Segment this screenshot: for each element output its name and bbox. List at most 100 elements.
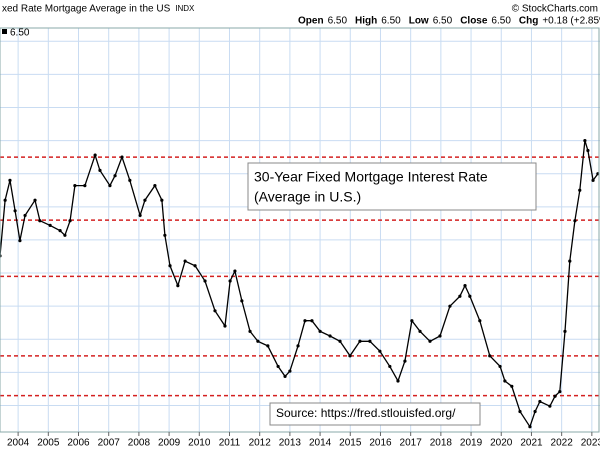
data-point [438,334,442,338]
data-point [573,219,577,223]
x-tick-label: 2021 [520,438,543,449]
data-point [18,238,22,243]
data-point [586,148,590,153]
data-point [48,223,52,227]
data-point [283,374,287,378]
x-tick-label: 2009 [158,438,181,449]
plot-frame [0,27,600,433]
data-point [108,184,112,188]
data-point [58,229,62,233]
data-point [428,339,432,343]
data-point [73,184,77,188]
x-tick-label: 2008 [128,438,151,449]
data-point [538,399,542,404]
data-point [558,390,562,394]
data-point [418,329,422,333]
data-point [203,279,207,283]
data-point [583,138,587,143]
x-tick-label: 2023 [581,438,600,449]
data-point [63,233,67,237]
data-point [458,294,462,298]
quote-label: High [355,16,377,27]
data-point [488,354,492,358]
x-tick-label: 2005 [37,438,60,449]
quote-label: Open [298,16,324,27]
data-point [8,178,12,182]
source: Source: https://fred.stlouisfed.org/ [276,406,456,420]
x-tick-label: 2015 [339,438,362,449]
data-point [396,379,400,383]
data-point [213,309,217,313]
x-tick-label: 2014 [309,438,332,449]
data-point [448,304,452,308]
data-point [498,364,502,369]
symbol-tag: INDX [175,4,195,13]
data-point [68,219,72,223]
x-tick-label: 2004 [7,438,30,449]
x-tick-label: 2011 [219,438,241,449]
quote-label: Close [460,16,488,27]
data-point [388,364,392,369]
data-point [528,425,532,429]
x-tick-label: 2020 [490,438,513,449]
annotation: (Average in U.S.) [254,189,361,205]
series-line [0,140,599,429]
quote-value: +0.18 (+2.85%) [542,16,600,27]
data-point [153,184,157,188]
x-tick-label: 2018 [430,438,453,449]
data-point [548,404,552,408]
data-point [348,354,352,358]
data-point [223,324,227,328]
quote-label: Low [409,16,429,27]
plot [0,138,600,429]
data-point [228,279,232,283]
x-tick-label: 2007 [98,438,121,449]
data-point [98,168,102,172]
data-point [240,299,244,303]
quote-value: 6.50 [381,16,401,27]
data-point [276,364,280,369]
data-point [553,394,557,398]
data-point [310,319,314,323]
data-point [233,269,237,273]
copyright: © StockCharts.com [512,4,598,15]
reference-lines [0,156,600,397]
data-point [93,153,97,157]
data-point [378,349,382,353]
data-point [568,259,572,263]
legend-value: 6.50 [10,28,30,39]
data-point [163,233,167,237]
x-tick-label: 2017 [400,438,423,449]
x-tick-label: 2022 [551,438,574,449]
data-point [3,198,7,202]
x-tick-label: 2010 [188,438,211,449]
data-point [120,155,124,159]
data-point [288,369,292,373]
data-point [368,339,372,343]
data-point [113,174,117,178]
data-point [358,339,362,343]
data-point [33,198,37,202]
x-tick-label: 2013 [279,438,302,449]
data-point [248,329,252,333]
data-point [478,319,482,323]
data-point [503,379,507,383]
data-point [193,264,197,268]
data-point [83,184,87,188]
legend-swatch [2,29,7,34]
quote-bar: Open 6.50 High 6.50 Low 6.50 Close 6.50 Chg +0.18… [298,16,600,27]
quote-value: 6.50 [328,16,348,27]
quote-label: Chg [519,16,538,27]
annotation: 30-Year Fixed Mortgage Interest Rate [254,169,488,185]
data-point [176,284,180,288]
data-point [160,198,164,202]
data-point [318,329,322,333]
annotation-box [247,162,537,211]
data-point [296,344,300,348]
data-point [183,259,187,263]
chart-title: xed Rate Mortgage Average in the US [2,4,171,15]
data-point [328,334,332,338]
